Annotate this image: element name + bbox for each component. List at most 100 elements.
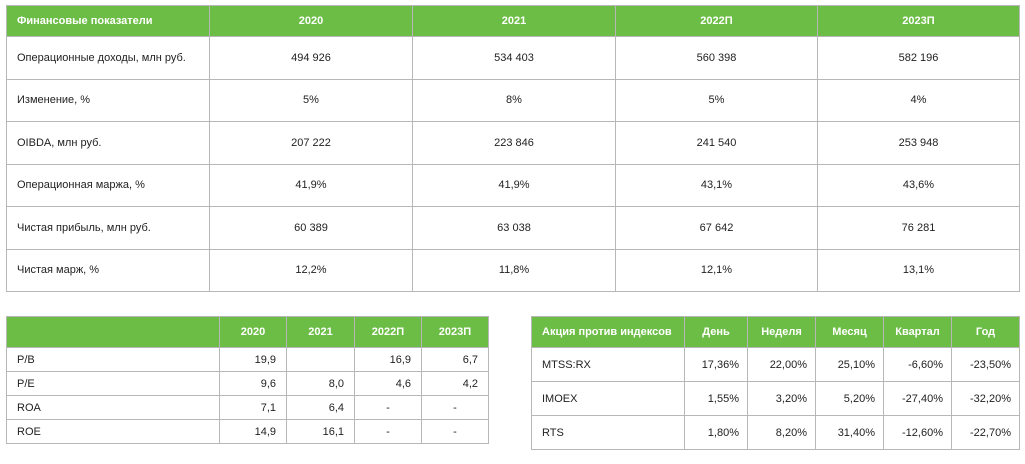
row-label: IMOEX [531,381,685,416]
cell-value: 67 642 [615,206,818,250]
index-header-month: Месяц [815,316,884,348]
cell-value: 241 540 [615,121,818,165]
table-row: IMOEX 1,55% 3,20% 5,20% -27,40% -32,20% [531,381,1020,416]
table-row: RTS 1,80% 8,20% 31,40% -12,60% -22,70% [531,415,1020,450]
table-row: P/E 9,6 8,0 4,6 4,2 [6,371,489,396]
cell-value: 16,9 [354,347,422,372]
financials-table: Финансовые показатели 2020 2021 2022П 20… [6,5,1020,292]
table-row: Чистая прибыль, млн руб. 60 389 63 038 6… [6,206,1020,250]
cell-value: 4% [817,78,1020,122]
table-row: Операционные доходы, млн руб. 494 926 53… [6,36,1020,80]
multiples-header-2022p: 2022П [354,316,422,348]
cell-value: -22,70% [951,415,1020,450]
cell-value: 12,2% [209,248,413,292]
row-label: P/B [6,347,220,372]
cell-value: 4,6 [354,371,422,396]
table-row: MTSS:RX 17,36% 22,00% 25,10% -6,60% -23,… [531,347,1020,382]
cell-value [286,347,355,372]
cell-value: 6,7 [421,347,489,372]
index-compare-table: Акция против индексов День Неделя Месяц … [531,316,1020,450]
cell-value: 41,9% [412,163,616,207]
cell-value: 76 281 [817,206,1020,250]
index-header-day: День [684,316,748,348]
cell-value: -6,60% [883,347,952,382]
cell-value: -27,40% [883,381,952,416]
cell-value: 223 846 [412,121,616,165]
table-row: Изменение, % 5% 8% 5% 4% [6,78,1020,122]
cell-value: 8,0 [286,371,355,396]
cell-value: 7,1 [219,395,287,420]
cell-value: 16,1 [286,419,355,444]
index-header-label: Акция против индексов [531,316,685,348]
row-label: MTSS:RX [531,347,685,382]
table-row: P/B 19,9 16,9 6,7 [6,347,489,372]
financials-header-2020: 2020 [209,5,413,37]
cell-value: 41,9% [209,163,413,207]
row-label: ROA [6,395,220,420]
cell-value: 253 948 [817,121,1020,165]
financials-header-2021: 2021 [412,5,616,37]
row-label: ROE [6,419,220,444]
row-label: Изменение, % [6,78,210,122]
cell-value: 5% [209,78,413,122]
index-header-year: Год [951,316,1020,348]
index-header-row: Акция против индексов День Неделя Месяц … [531,316,1020,348]
cell-value: 3,20% [747,381,816,416]
multiples-header-row: 2020 2021 2022П 2023П [6,316,489,348]
row-label: OIBDA, млн руб. [6,121,210,165]
cell-value: 534 403 [412,36,616,80]
cell-value: 14,9 [219,419,287,444]
financials-header-2022p: 2022П [615,5,818,37]
cell-value: 5,20% [815,381,884,416]
row-label: Операционная маржа, % [6,163,210,207]
cell-value: 43,1% [615,163,818,207]
row-label: RTS [531,415,685,450]
cell-value: 43,6% [817,163,1020,207]
multiples-header-2020: 2020 [219,316,287,348]
cell-value: 8,20% [747,415,816,450]
cell-value: 9,6 [219,371,287,396]
cell-value: 494 926 [209,36,413,80]
cell-value: 63 038 [412,206,616,250]
cell-value: 13,1% [817,248,1020,292]
table-row: ROE 14,9 16,1 - - [6,419,489,444]
financials-header-row: Финансовые показатели 2020 2021 2022П 20… [6,5,1020,37]
row-label: P/E [6,371,220,396]
cell-value: 560 398 [615,36,818,80]
multiples-header-blank [6,316,220,348]
cell-value: 25,10% [815,347,884,382]
cell-value: 6,4 [286,395,355,420]
table-row: Чистая марж, % 12,2% 11,8% 12,1% 13,1% [6,248,1020,292]
cell-value: 4,2 [421,371,489,396]
multiples-header-2023p: 2023П [421,316,489,348]
cell-value: 12,1% [615,248,818,292]
index-header-quarter: Квартал [883,316,952,348]
row-label: Чистая марж, % [6,248,210,292]
cell-value: 17,36% [684,347,748,382]
cell-value: -23,50% [951,347,1020,382]
row-label: Чистая прибыль, млн руб. [6,206,210,250]
cell-value: - [421,419,489,444]
cell-value: 31,40% [815,415,884,450]
financials-header-2023p: 2023П [817,5,1020,37]
cell-value: 11,8% [412,248,616,292]
table-row: OIBDA, млн руб. 207 222 223 846 241 540 … [6,121,1020,165]
cell-value: 1,80% [684,415,748,450]
cell-value: -12,60% [883,415,952,450]
cell-value: 22,00% [747,347,816,382]
cell-value: 207 222 [209,121,413,165]
cell-value: -32,20% [951,381,1020,416]
cell-value: 60 389 [209,206,413,250]
multiples-table: 2020 2021 2022П 2023П P/B 19,9 16,9 6,7 … [6,316,489,444]
table-row: Операционная маржа, % 41,9% 41,9% 43,1% … [6,163,1020,207]
cell-value: 582 196 [817,36,1020,80]
cell-value: 19,9 [219,347,287,372]
cell-value: 8% [412,78,616,122]
cell-value: - [421,395,489,420]
cell-value: 5% [615,78,818,122]
table-row: ROA 7,1 6,4 - - [6,395,489,420]
financials-header-label: Финансовые показатели [6,5,210,37]
multiples-header-2021: 2021 [286,316,355,348]
row-label: Операционные доходы, млн руб. [6,36,210,80]
cell-value: - [354,395,422,420]
